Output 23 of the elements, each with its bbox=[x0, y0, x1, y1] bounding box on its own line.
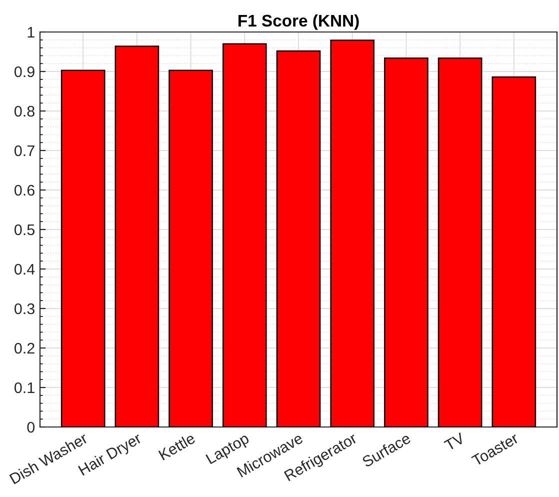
chart-title: F1 Score (KNN) bbox=[238, 14, 359, 30]
y-tick-label: 0.3 bbox=[14, 303, 34, 314]
y-tick-label: 0.5 bbox=[14, 224, 34, 236]
y-tick-label: 0.4 bbox=[14, 264, 35, 275]
y-tick-label: 1 bbox=[28, 27, 34, 38]
y-tick-label: 0.1 bbox=[14, 382, 34, 394]
bar bbox=[60, 70, 106, 427]
bar bbox=[168, 70, 213, 427]
y-tick-label: 0.8 bbox=[14, 106, 34, 117]
y-tick-label: 0 bbox=[27, 422, 35, 433]
bar bbox=[222, 43, 267, 427]
y-tick-label: 0.2 bbox=[14, 342, 34, 354]
x-tick-label: Kettle bbox=[158, 432, 196, 460]
y-tick-label: 0.7 bbox=[14, 145, 34, 156]
y-tick-label: 0.6 bbox=[14, 184, 34, 196]
bar bbox=[384, 57, 428, 427]
bar bbox=[438, 57, 482, 427]
x-tick-label: TV bbox=[444, 432, 466, 452]
bar bbox=[330, 40, 375, 427]
bar bbox=[114, 46, 160, 427]
y-tick-label: 0.9 bbox=[14, 66, 34, 78]
bar bbox=[276, 50, 321, 427]
bar bbox=[492, 76, 536, 427]
